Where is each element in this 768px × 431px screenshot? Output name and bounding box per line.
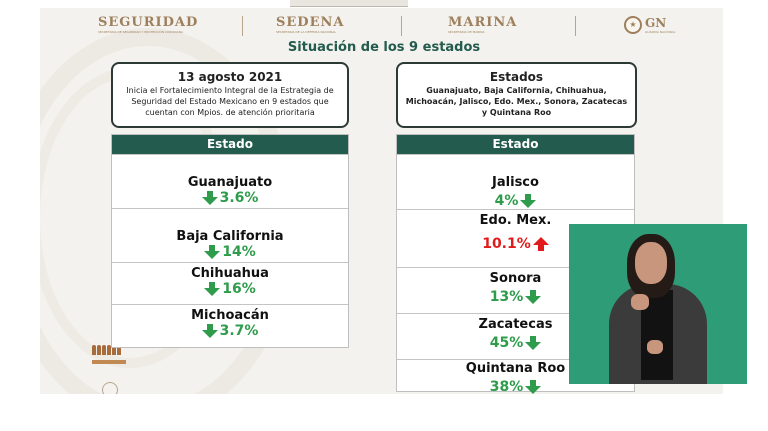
table-row: Michoacán 3.7% [112, 304, 348, 347]
percentage-change: 3.7% [201, 323, 259, 339]
institution-name: SEDENA [276, 15, 345, 30]
marina-logo: MARINA SECRETARÍA DE MARINA [448, 15, 538, 35]
seguridad-logo: SEGURIDAD SECRETARÍA DE SEGURIDAD Y PROT… [98, 15, 199, 35]
percentage-change: 4% [495, 193, 537, 209]
arrow-up-icon [532, 237, 549, 251]
gn-subtitle: GUARDIA NACIONAL [645, 30, 676, 34]
percentage-value: 16% [222, 281, 256, 297]
percentage-value: 14% [222, 244, 256, 260]
institution-name: SEGURIDAD [98, 15, 199, 30]
arrow-down-icon [525, 336, 542, 350]
arrow-down-icon [201, 191, 218, 205]
table-row: Sonora 13% [397, 267, 634, 314]
info-box-body: Guanajuato, Baja California, Chihuahua, … [405, 86, 628, 117]
interpreter-hand [631, 294, 649, 310]
arrow-down-icon [201, 324, 218, 338]
percentage-value: 4% [494, 193, 519, 209]
percentage-value: 3.6% [219, 190, 259, 206]
arrow-down-icon [520, 194, 537, 208]
interpreter-hand [647, 340, 663, 354]
strategy-info-box: 13 agosto 2021 Inicia el Fortalecimiento… [111, 62, 349, 128]
percentage-change: 13% [490, 289, 542, 305]
table-row: Quintana Roo 38% [397, 359, 634, 395]
percentage-value: 3.7% [219, 323, 259, 339]
percentage-value: 38% [489, 379, 524, 395]
header-divider [401, 16, 402, 36]
slide-title: Situación de los 9 estados [287, 40, 481, 55]
table-row: Edo. Mex. 10.1% [397, 209, 634, 268]
state-name: Jalisco [492, 175, 539, 190]
percentage-change: 14% [204, 244, 256, 260]
percentage-change: 3.6% [201, 190, 259, 206]
state-name: Guanajuato [187, 175, 273, 190]
info-box-heading: Estados [489, 70, 544, 84]
left-states-table: Estado Guanajuato 3.6% Baja California 1… [111, 134, 349, 348]
arrow-down-icon [525, 380, 542, 394]
state-name: Sonora [489, 271, 542, 286]
percentage-value: 13% [489, 289, 524, 305]
table-row: Chihuahua 16% [112, 262, 348, 305]
state-name: Chihuahua [191, 266, 269, 281]
gn-label: GN [645, 16, 667, 30]
table-header: Estado [397, 135, 634, 154]
sign-language-interpreter-video [569, 224, 747, 384]
table-row: Baja California 14% [112, 208, 348, 263]
institution-name: MARINA [448, 15, 518, 30]
institution-subtitle: SECRETARÍA DE MARINA [448, 30, 485, 34]
percentage-value: 10.1% [482, 236, 531, 252]
top-tab-bar [290, 0, 408, 7]
arrow-down-icon [525, 290, 542, 304]
gn-emblem-icon: ★ [624, 16, 642, 34]
arrow-down-icon [204, 245, 221, 259]
interpreter-face [635, 242, 667, 284]
guardia-nacional-logo: ★ GN GUARDIA NACIONAL [624, 16, 675, 34]
state-name: Quintana Roo [465, 361, 566, 376]
seal-icon [102, 382, 118, 394]
table-row: Zacatecas 45% [397, 313, 634, 360]
state-name: Edo. Mex. [479, 213, 552, 228]
percentage-value: 45% [489, 335, 524, 351]
percentage-change: 16% [204, 281, 256, 297]
state-name: Zacatecas [478, 317, 553, 332]
state-name: Baja California [176, 229, 284, 244]
percentage-change: 38% [490, 379, 542, 395]
state-name: Michoacán [191, 308, 269, 323]
historic-figures-logo [92, 340, 126, 364]
table-header: Estado [112, 135, 348, 154]
institution-subtitle: SECRETARÍA DE SEGURIDAD Y PROTECCIÓN CIU… [98, 30, 184, 34]
info-box-heading: 13 agosto 2021 [177, 70, 283, 84]
table-row: Guanajuato 3.6% [112, 154, 348, 209]
info-box-body: Inicia el Fortalecimiento Integral de la… [126, 86, 334, 117]
percentage-change: 45% [490, 335, 542, 351]
sedena-logo: SEDENA SECRETARÍA DE LA DEFENSA NACIONAL [276, 15, 366, 35]
header-divider [575, 16, 576, 36]
states-info-box: Estados Guanajuato, Baja California, Chi… [396, 62, 637, 128]
arrow-down-icon [204, 282, 221, 296]
institution-subtitle: SECRETARÍA DE LA DEFENSA NACIONAL [276, 30, 336, 34]
table-row: Jalisco 4% [397, 154, 634, 210]
header-divider [242, 16, 243, 36]
percentage-change: 10.1% [482, 236, 549, 252]
